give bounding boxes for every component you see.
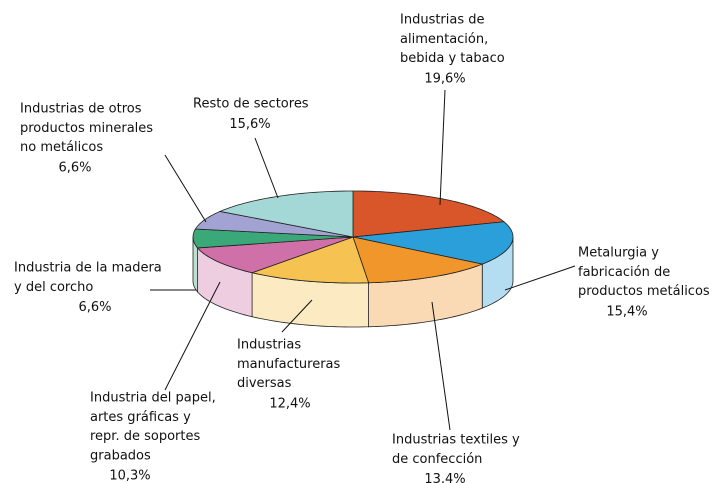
slice-label: no metálicos (20, 140, 103, 155)
value-label: 12,4% (269, 396, 310, 411)
slice-label: Industrias textiles y (392, 433, 520, 448)
slice-label: Industria de la madera (14, 261, 162, 276)
slice-label: Industrias (237, 338, 301, 353)
leader-line (431, 301, 451, 431)
value-label: 10,3% (109, 469, 150, 483)
slice-label: Industrias de otros (20, 102, 142, 117)
slice (196, 236, 354, 274)
slice-label: Industria del papel, (90, 391, 216, 406)
slice-label: de confección (392, 452, 482, 467)
slice-label: fabricación de (578, 265, 670, 280)
slice-label: diversas (237, 376, 292, 391)
slice-label: bebida y tabaco (400, 51, 505, 66)
slice-label: y del corcho (14, 280, 93, 295)
slice-label: manufactureras (237, 357, 341, 372)
slice-label: Industrias de (400, 13, 485, 28)
slice-label: alimentación, (400, 32, 488, 47)
slice (352, 221, 514, 265)
value-label: 19,6% (424, 71, 465, 86)
leader-line (504, 265, 576, 291)
slice (352, 236, 484, 284)
value-label: 15,6% (229, 117, 270, 132)
slice-label: productos metálicos (578, 284, 710, 299)
leader-line (439, 89, 446, 206)
leader-line (254, 137, 279, 199)
leader-line (164, 154, 207, 223)
slice-label: Resto de sectores (193, 97, 309, 112)
slice-label: repr. de soportes (90, 429, 200, 444)
slice-label: grabados (90, 448, 151, 463)
slice (250, 236, 370, 284)
leader-line (281, 299, 313, 333)
slice (192, 228, 354, 249)
slice-label: Metalurgia y (578, 246, 659, 261)
value-label: 13,4% (424, 472, 465, 483)
leader-line (164, 281, 221, 391)
slice-label: productos minerales (20, 121, 153, 136)
slice-label: artes gráficas y (90, 410, 191, 425)
value-label: 6,6% (58, 160, 91, 175)
value-label: 6,6% (78, 300, 111, 315)
value-label: 15,4% (606, 304, 647, 319)
